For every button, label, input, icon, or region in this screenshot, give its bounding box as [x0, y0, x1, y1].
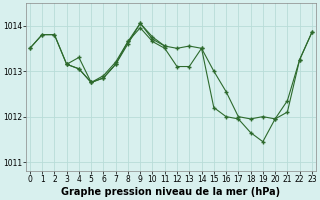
X-axis label: Graphe pression niveau de la mer (hPa): Graphe pression niveau de la mer (hPa)	[61, 187, 280, 197]
